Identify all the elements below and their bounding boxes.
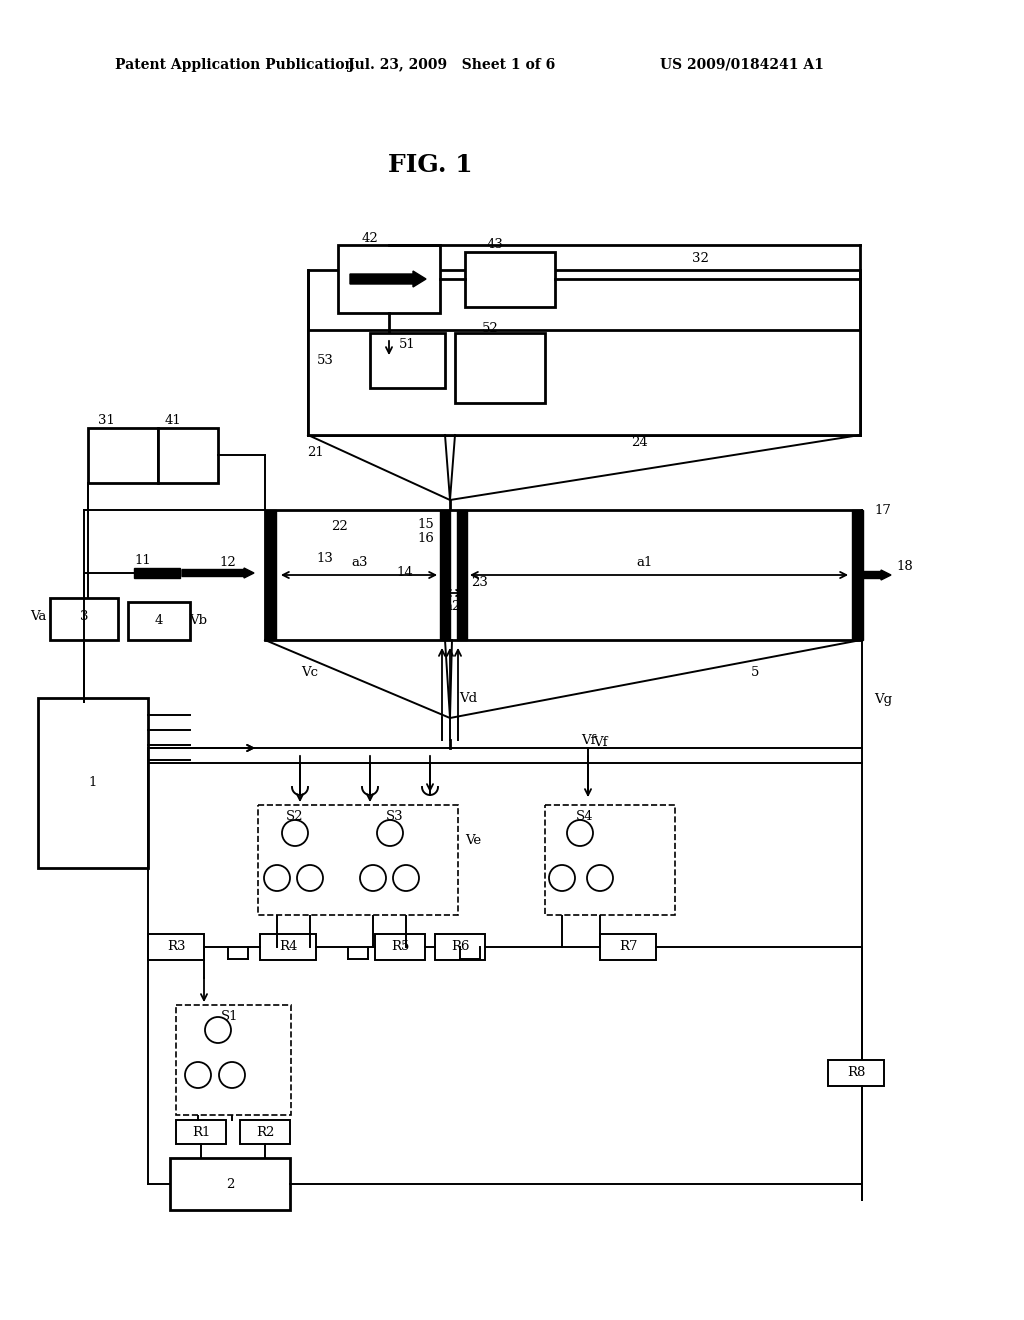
Circle shape (297, 865, 323, 891)
FancyArrow shape (863, 570, 891, 579)
Bar (258, 805, 458, 915)
Circle shape (393, 865, 419, 891)
Text: 4: 4 (155, 615, 163, 627)
Text: 21: 21 (307, 446, 325, 458)
Text: Vf: Vf (581, 734, 595, 747)
Bar (338, 246, 440, 313)
Text: 18: 18 (897, 561, 913, 573)
Text: 22: 22 (332, 520, 348, 533)
Text: S3: S3 (386, 810, 403, 824)
Bar (265, 510, 861, 640)
Text: 31: 31 (98, 413, 115, 426)
Bar (88, 428, 158, 483)
Text: 32: 32 (691, 252, 709, 264)
Text: 23: 23 (472, 577, 488, 590)
Bar (265, 510, 276, 640)
Bar (148, 935, 204, 960)
Circle shape (205, 1016, 231, 1043)
Text: Vd: Vd (459, 692, 477, 705)
Text: Vb: Vb (189, 615, 207, 627)
Bar (600, 935, 656, 960)
Text: Vf: Vf (593, 735, 607, 748)
Text: US 2009/0184241 A1: US 2009/0184241 A1 (660, 58, 824, 73)
Bar (176, 1119, 226, 1144)
Text: 3: 3 (80, 610, 88, 623)
Text: 2: 2 (226, 1177, 234, 1191)
Bar (435, 935, 485, 960)
Text: 41: 41 (165, 413, 181, 426)
Text: R1: R1 (191, 1126, 210, 1138)
Circle shape (264, 865, 290, 891)
Text: S4: S4 (577, 810, 594, 824)
Bar (240, 1119, 290, 1144)
Text: 5: 5 (751, 665, 759, 678)
Bar (176, 1005, 291, 1115)
Text: Patent Application Publication: Patent Application Publication (115, 58, 354, 73)
Bar (545, 805, 675, 915)
Bar (852, 510, 863, 640)
Bar (455, 333, 545, 403)
Bar (50, 598, 118, 640)
Text: 14: 14 (396, 565, 414, 578)
Bar (375, 935, 425, 960)
Circle shape (549, 865, 575, 891)
Bar (260, 935, 316, 960)
Circle shape (587, 865, 613, 891)
Text: 42: 42 (361, 231, 379, 244)
Text: 53: 53 (316, 354, 334, 367)
Bar (170, 1158, 290, 1210)
Text: a3: a3 (352, 557, 369, 569)
Text: R3: R3 (167, 940, 185, 953)
Bar (308, 330, 860, 436)
Bar (128, 602, 190, 640)
Text: R4: R4 (279, 940, 297, 953)
Circle shape (360, 865, 386, 891)
Bar (370, 333, 445, 388)
Text: R6: R6 (451, 940, 469, 953)
FancyArrow shape (182, 568, 254, 578)
Text: Jul. 23, 2009   Sheet 1 of 6: Jul. 23, 2009 Sheet 1 of 6 (348, 58, 555, 73)
FancyArrow shape (350, 271, 426, 286)
Text: R7: R7 (618, 940, 637, 953)
Text: 13: 13 (316, 552, 334, 565)
Text: Va: Va (30, 610, 46, 623)
Bar (440, 510, 450, 640)
Bar (457, 510, 467, 640)
Text: 1: 1 (89, 776, 97, 789)
Text: 17: 17 (874, 503, 891, 516)
Bar (308, 271, 860, 436)
Bar (134, 568, 180, 578)
Text: Ve: Ve (465, 833, 481, 846)
Text: 16: 16 (418, 532, 434, 544)
Text: 52: 52 (481, 322, 499, 334)
Text: S2: S2 (287, 810, 304, 824)
Circle shape (185, 1063, 211, 1088)
Bar (158, 428, 218, 483)
Text: Vg: Vg (874, 693, 892, 706)
Text: S1: S1 (221, 1010, 239, 1023)
Circle shape (219, 1063, 245, 1088)
Text: R2: R2 (256, 1126, 274, 1138)
Text: FIG. 1: FIG. 1 (388, 153, 472, 177)
Text: R8: R8 (847, 1067, 865, 1080)
Text: a1: a1 (637, 557, 653, 569)
Text: a2: a2 (444, 601, 461, 614)
Circle shape (282, 820, 308, 846)
Text: 15: 15 (418, 519, 434, 532)
Bar (465, 252, 555, 308)
Text: Vc: Vc (301, 665, 318, 678)
Text: 24: 24 (632, 436, 648, 449)
Text: 12: 12 (219, 556, 237, 569)
Circle shape (567, 820, 593, 846)
Bar (38, 698, 148, 869)
Circle shape (377, 820, 403, 846)
Text: R5: R5 (391, 940, 410, 953)
Text: 43: 43 (486, 239, 504, 252)
Text: 11: 11 (134, 553, 152, 566)
Text: 51: 51 (398, 338, 416, 351)
Bar (828, 1060, 884, 1086)
